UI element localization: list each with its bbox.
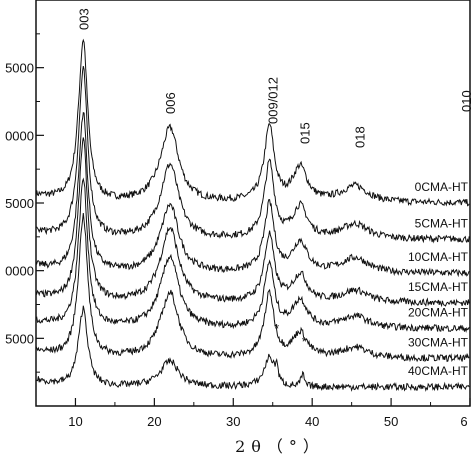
peak-label: 015 [297,122,312,144]
x-axis-title: 2θ（°） [235,437,325,456]
series-line [35,137,470,308]
series-line [35,305,470,392]
series-line [35,38,470,207]
x-tick-label: 6 [460,414,467,429]
series-label: 30CMA-HT [408,335,469,349]
peak-label: 018 [353,126,368,148]
y-tick-label: 0000 [5,264,34,279]
series-label: 20CMA-HT [408,306,469,320]
y-tick-label: 5000 [5,196,34,211]
y-tick-label: 0000 [5,128,34,143]
series-line [35,212,470,363]
x-tick-label: 10 [68,414,82,429]
peak-label: 009/012 [266,77,281,124]
series-label: 15CMA-HT [408,280,469,294]
plot-frame [35,0,471,407]
peak-label: 006 [163,92,178,114]
asterisk-marker: * [302,334,307,349]
x-tick-label: 20 [147,414,161,429]
series-line [35,177,470,333]
series-line [35,111,470,278]
peak-label: 003 [76,8,91,30]
y-tick-label: 5000 [5,61,34,76]
series-label: 5CMA-HT [415,216,469,230]
series-label: 10CMA-HT [408,250,469,264]
x-tick-label: 40 [305,414,319,429]
series-line [35,65,470,244]
x-tick-label: 50 [384,414,398,429]
asterisk-marker: * [274,321,279,336]
series-label: 0CMA-HT [415,180,469,194]
y-tick-label: 5000 [5,331,34,346]
x-tick-label: 30 [226,414,240,429]
peak-label: 010 [459,90,474,112]
series-label: 40CMA-HT [408,364,469,378]
